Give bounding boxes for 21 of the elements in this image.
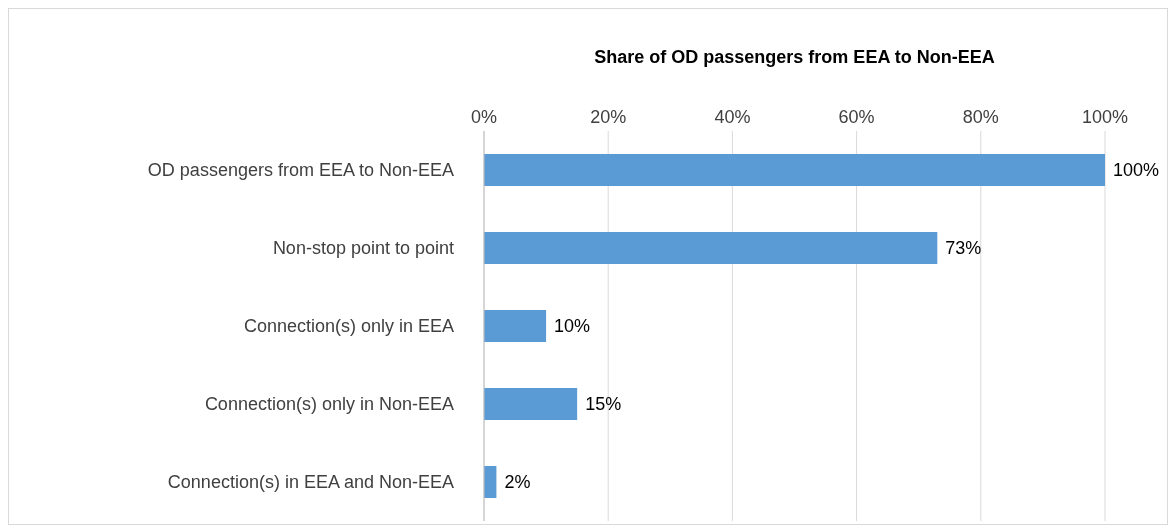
x-tick-label: 20% <box>590 107 627 127</box>
y-tick-label: Connection(s) only in EEA <box>243 316 454 337</box>
bar <box>484 310 547 342</box>
bar <box>484 154 1105 186</box>
bar <box>484 232 938 264</box>
x-tick-label: 0% <box>470 107 498 127</box>
data-label: 10% <box>554 316 591 337</box>
data-label: 2% <box>504 472 531 493</box>
y-tick-label: Connection(s) in EEA and Non-EEA <box>167 472 454 493</box>
y-tick-label: Non-stop point to point <box>272 238 454 259</box>
y-tick-label: Connection(s) only in Non-EEA <box>204 394 454 415</box>
x-tick-label: 60% <box>838 107 875 127</box>
data-label: 73% <box>945 238 982 259</box>
data-label: 100% <box>1113 160 1160 181</box>
data-label: 15% <box>585 394 622 415</box>
x-tick-label: 40% <box>714 107 751 127</box>
y-tick-label: OD passengers from EEA to Non-EEA <box>147 160 454 181</box>
bar <box>484 388 578 420</box>
x-tick-label: 100% <box>1081 107 1129 127</box>
x-axis-title: Share of OD passengers from EEA to Non-EEA <box>593 47 996 68</box>
x-tick-label: 80% <box>962 107 999 127</box>
